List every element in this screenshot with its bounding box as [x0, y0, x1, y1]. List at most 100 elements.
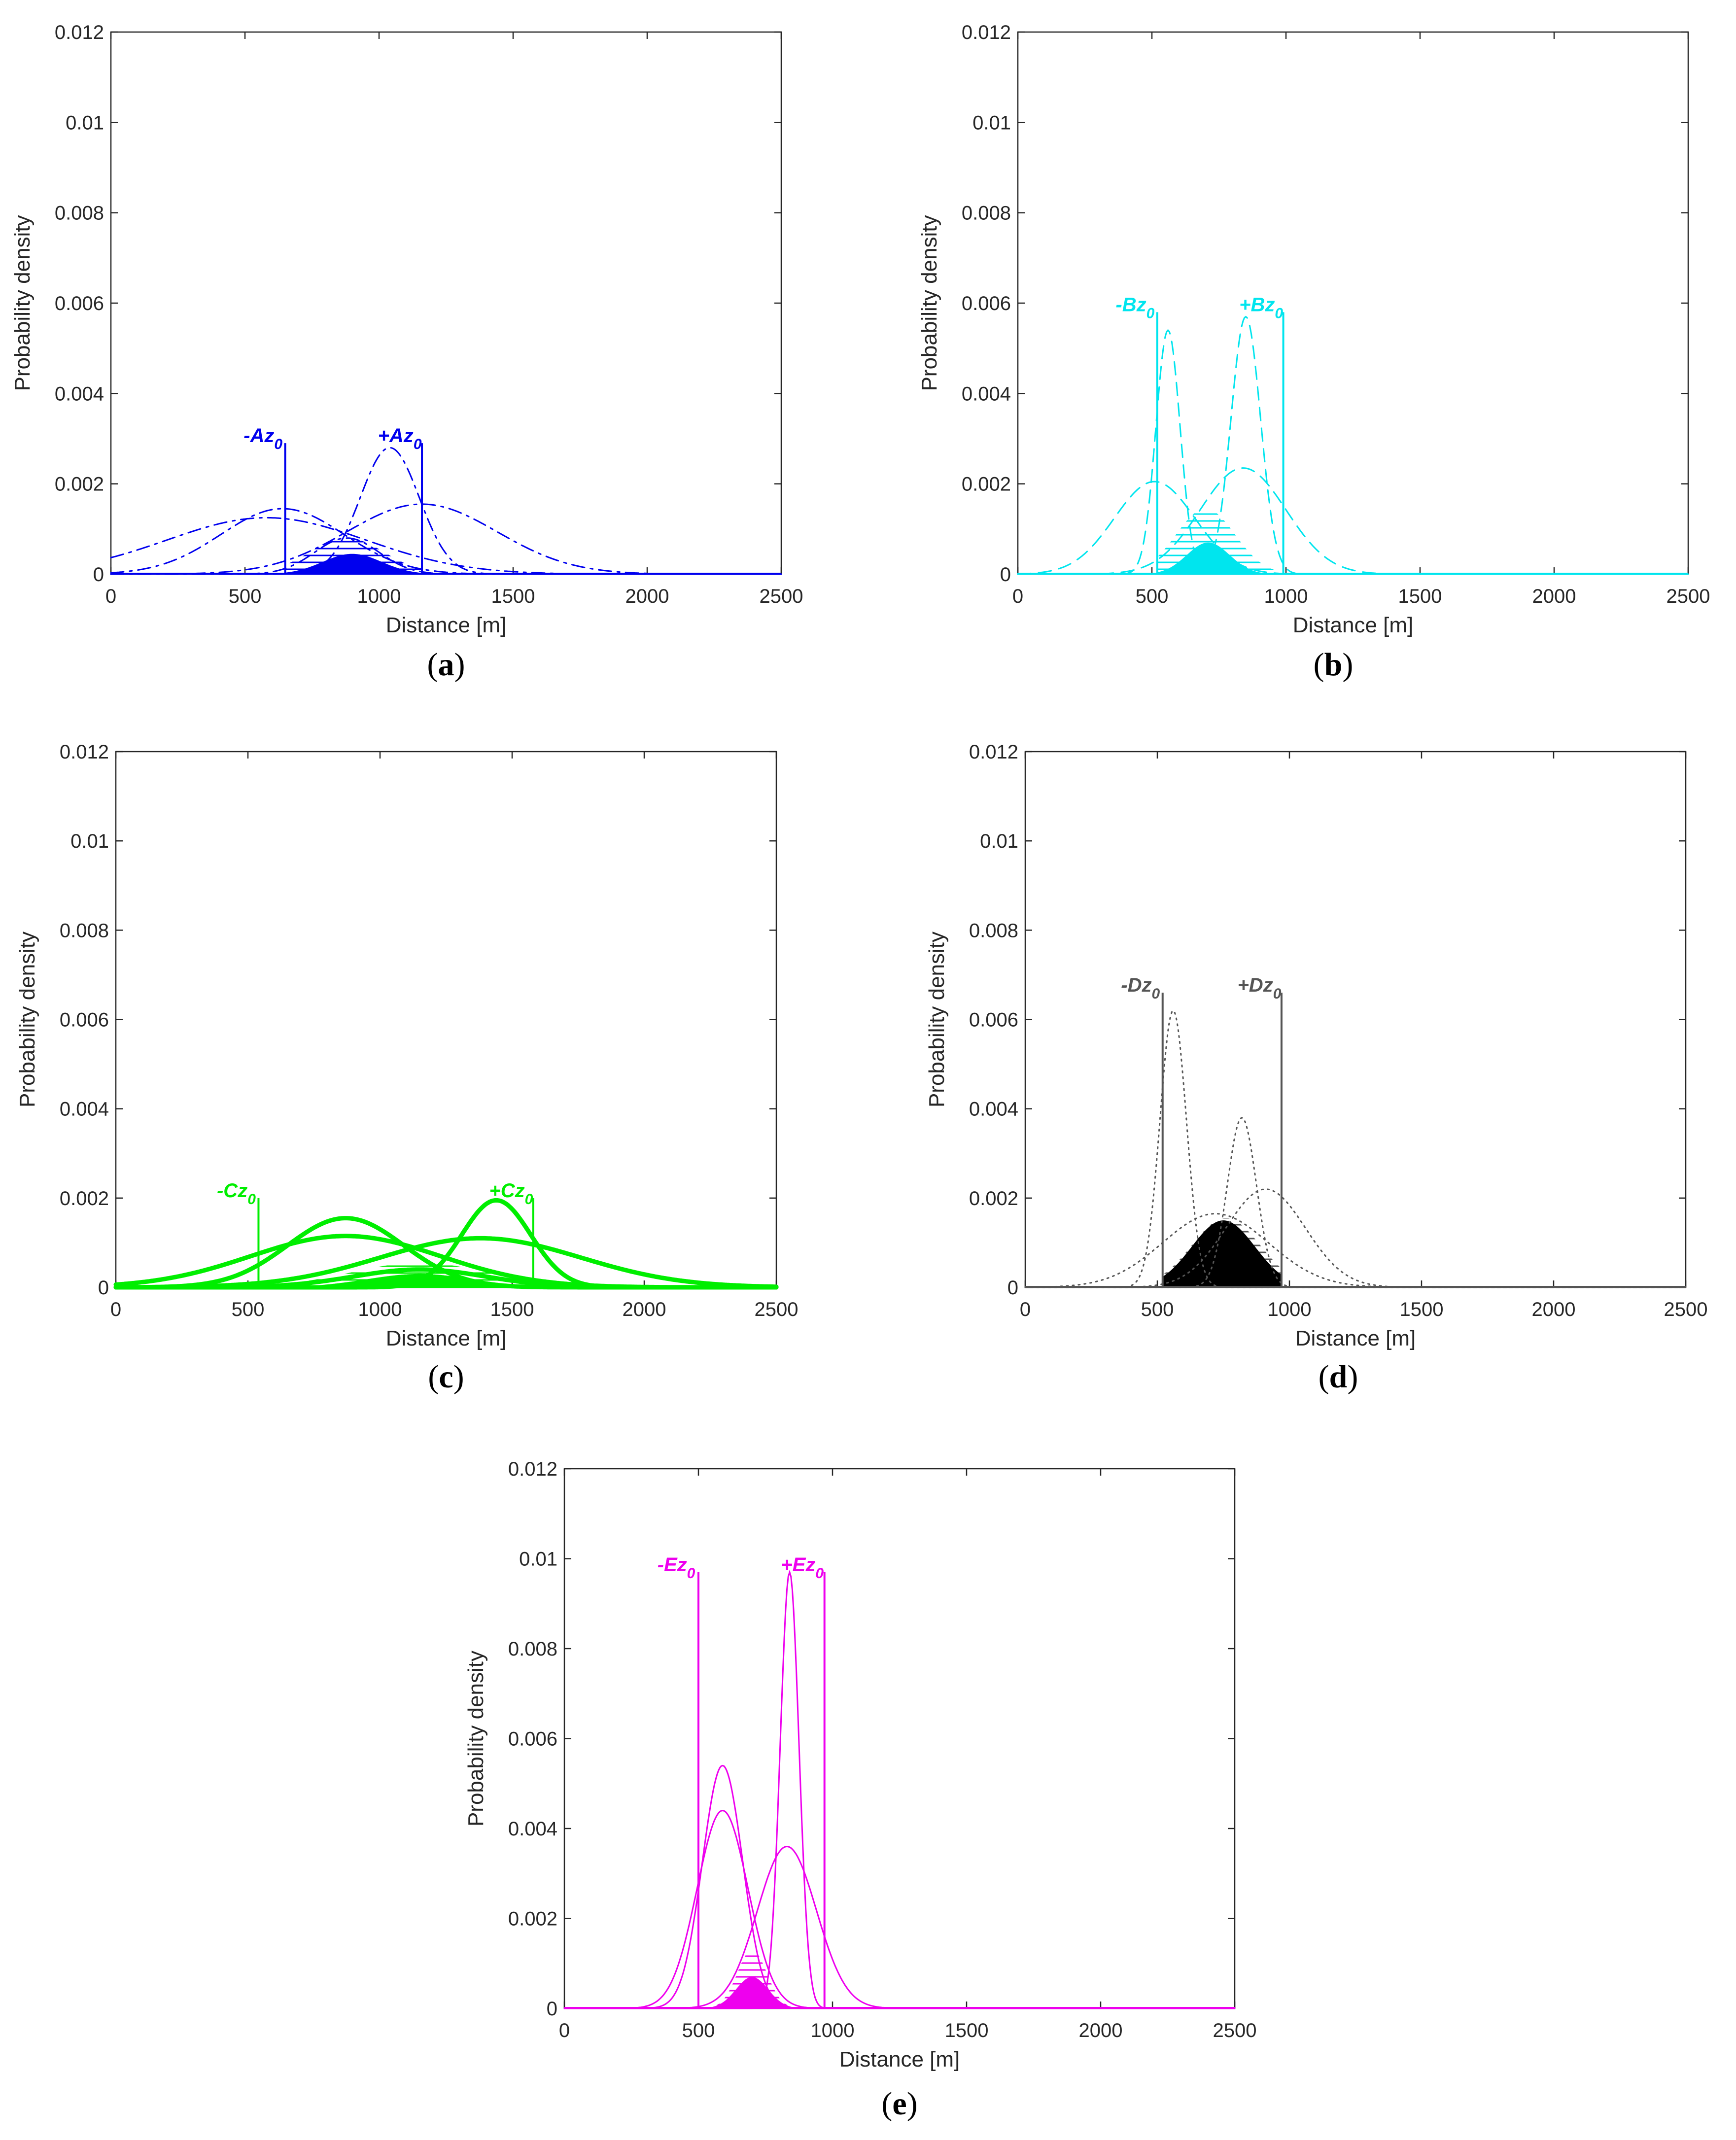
x-tick-label: 1000: [811, 2020, 855, 2041]
y-tick-label: 0.01: [66, 112, 104, 134]
y-tick-label: 0.002: [60, 1188, 109, 1209]
x-tick-label: 1500: [491, 586, 535, 607]
y-axis-label: Probability density: [15, 932, 39, 1107]
y-axis-label: Probability density: [925, 932, 949, 1107]
x-tick-label: 2500: [755, 1299, 799, 1320]
limit-label-minus: -Cz0: [217, 1180, 256, 1208]
x-tick-label: 1000: [357, 586, 401, 607]
x-tick-label: 1500: [1400, 1299, 1444, 1320]
panel-e: 0 500 1000 1500 2000 2500 0 0.002 0.004 0.006 0.00…: [464, 1458, 1256, 2122]
y-tick-label: 0.006: [60, 1009, 109, 1031]
panel-c: 0 500 1000 1500 2000 2500 0 0.002 0.004 0.006 0.00…: [15, 741, 798, 1395]
x-tick-label: 0: [110, 1299, 121, 1320]
limit-label-plus: +Bz0: [1239, 294, 1283, 321]
y-tick-label: 0.002: [962, 474, 1011, 495]
y-tick-label: 0.004: [60, 1099, 109, 1120]
x-tick-label: 500: [232, 1299, 265, 1320]
limit-label-minus: -Bz0: [1115, 294, 1154, 321]
x-tick-label: 1500: [490, 1299, 534, 1320]
hatched-area: [698, 1950, 825, 2008]
y-tick-label: 0.012: [962, 22, 1011, 43]
y-tick-label: 0.01: [519, 1549, 557, 1570]
y-tick-label: 0.004: [962, 383, 1011, 405]
x-tick-label: 1500: [1398, 586, 1442, 607]
x-tick-label: 2500: [1667, 586, 1710, 607]
filled-area: [285, 553, 422, 574]
panel-b: 0 500 1000 1500 2000 2500 0 0.002 0.004 0.006 0.00…: [917, 22, 1710, 683]
x-tick-label: 2500: [1213, 2020, 1257, 2041]
limit-label-minus: -Az0: [243, 425, 282, 452]
x-axis-label: Distance [m]: [839, 2047, 960, 2071]
y-tick-label: 0.004: [508, 1818, 557, 1840]
y-tick-label: 0: [547, 1998, 557, 2020]
filled-area: [258, 1274, 533, 1287]
y-axis-label: Probability density: [10, 215, 35, 391]
x-tick-label: 1000: [1268, 1299, 1312, 1320]
panel-caption: (c): [428, 1359, 464, 1395]
panel-caption: (d): [1319, 1359, 1358, 1395]
y-tick-label: 0.008: [962, 203, 1011, 224]
limit-label-plus: +Az0: [378, 425, 422, 452]
y-tick-label: 0: [98, 1277, 109, 1299]
y-tick-label: 0.008: [969, 920, 1018, 941]
x-tick-label: 500: [682, 2020, 715, 2041]
x-tick-label: 1500: [945, 2020, 989, 2041]
y-axis-label: Probability density: [917, 215, 941, 391]
y-tick-label: 0.012: [60, 741, 109, 763]
y-tick-label: 0: [93, 564, 104, 586]
x-tick-label: 2000: [1532, 586, 1576, 607]
y-tick-label: 0.002: [508, 1908, 557, 1930]
y-tick-label: 0.008: [508, 1638, 557, 1660]
x-tick-label: 0: [105, 586, 116, 607]
x-axis-label: Distance [m]: [1293, 613, 1414, 637]
y-tick-label: 0.01: [980, 830, 1018, 852]
x-tick-label: 0: [1012, 586, 1023, 607]
x-tick-label: 500: [229, 586, 262, 607]
y-tick-label: 0.006: [962, 293, 1011, 314]
y-tick-label: 0.008: [55, 203, 104, 224]
limit-label-plus: +Cz0: [489, 1180, 533, 1208]
x-axis-label: Distance [m]: [386, 1326, 507, 1350]
y-tick-label: 0.012: [969, 741, 1018, 763]
limit-label-plus: +Ez0: [781, 1554, 824, 1582]
y-tick-label: 0: [1000, 564, 1011, 586]
y-tick-label: 0.006: [969, 1009, 1018, 1031]
x-tick-label: 2500: [1664, 1299, 1708, 1320]
y-tick-label: 0.002: [55, 474, 104, 495]
y-axis-label: Probability density: [464, 1651, 488, 1827]
limit-label-plus: +Dz0: [1237, 974, 1281, 1002]
y-tick-label: 0.01: [972, 112, 1011, 134]
x-tick-label: 2000: [1079, 2020, 1123, 2041]
x-axis-label: Distance [m]: [1295, 1326, 1416, 1350]
series-line-3: [110, 503, 782, 575]
y-tick-label: 0.012: [508, 1458, 557, 1480]
x-tick-label: 0: [559, 2020, 570, 2041]
x-tick-label: 2000: [1532, 1299, 1576, 1320]
y-tick-label: 0.006: [508, 1728, 557, 1750]
panel-caption: (b): [1314, 647, 1354, 683]
y-tick-label: 0: [1007, 1277, 1018, 1299]
y-tick-label: 0.006: [55, 293, 104, 314]
x-axis-label: Distance [m]: [386, 613, 507, 637]
x-tick-label: 2000: [623, 1299, 666, 1320]
x-tick-label: 1000: [1264, 586, 1308, 607]
y-tick-label: 0.01: [70, 830, 109, 852]
x-tick-label: 500: [1136, 586, 1169, 607]
filled-area: [698, 1977, 825, 2008]
panel-a: 0 500 1000 1500 2000 2500 0 0.002 0.004 0.006 0.00…: [10, 22, 803, 683]
y-tick-label: 0.004: [969, 1099, 1018, 1120]
panel-d: 0 500 1000 1500 2000 2500 0 0.002 0.004 0.006 0.00…: [925, 741, 1707, 1395]
y-tick-label: 0.002: [969, 1188, 1018, 1209]
limit-label-minus: -Dz0: [1121, 974, 1160, 1002]
x-tick-label: 2500: [760, 586, 803, 607]
filled-area: [1157, 542, 1284, 574]
limit-label-minus: -Ez0: [658, 1554, 695, 1582]
y-tick-label: 0.012: [55, 22, 104, 43]
panel-caption: (a): [427, 647, 465, 683]
x-tick-label: 500: [1141, 1299, 1174, 1320]
x-tick-label: 2000: [625, 586, 669, 607]
x-tick-label: 0: [1020, 1299, 1031, 1320]
y-tick-label: 0.008: [60, 920, 109, 941]
